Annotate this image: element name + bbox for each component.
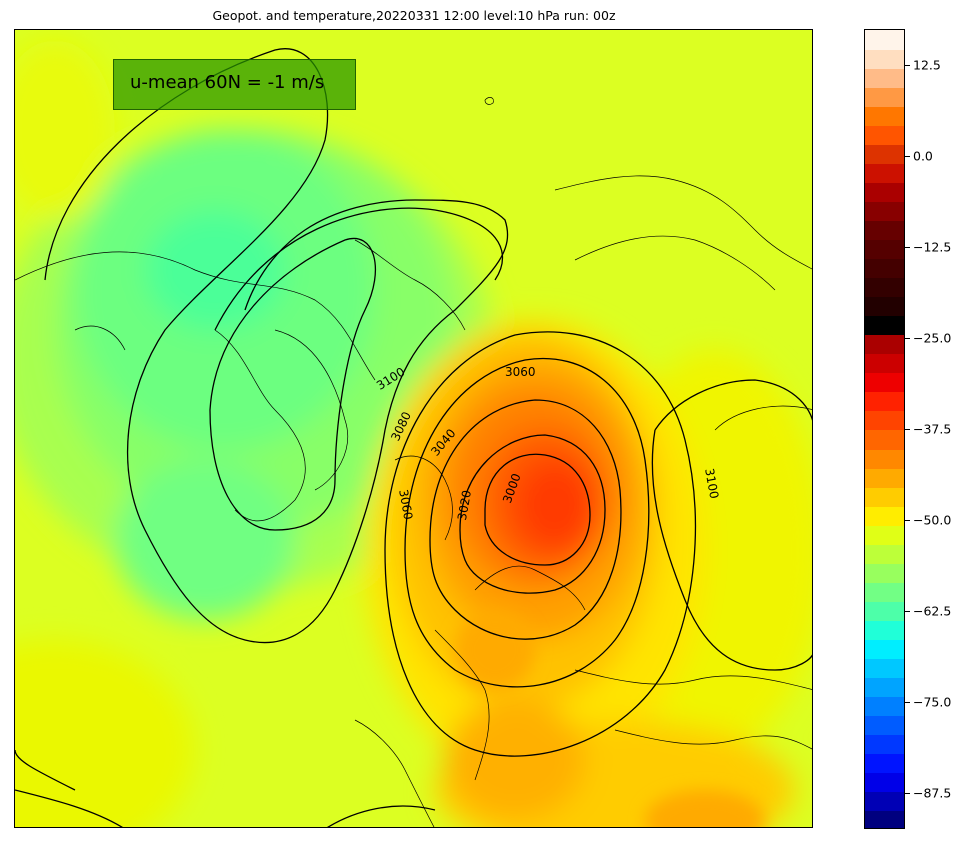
colorbar-segment [865, 791, 904, 812]
colorbar-segment [865, 620, 904, 641]
colorbar-segment [865, 410, 904, 431]
colorbar-segment [865, 334, 904, 355]
colorbar-tick-label: 12.5 [913, 57, 941, 73]
colorbar-segment [865, 639, 904, 660]
colorbar-segment [865, 525, 904, 545]
colorbar-segment [865, 563, 904, 583]
colorbar-segment [865, 772, 904, 793]
colorbar-segment [865, 277, 904, 298]
colorbar-segment [865, 430, 904, 450]
map-plot-area: 3100 3060 3080 3040 3060 3020 3000 3100 [14, 29, 813, 828]
colorbar-segment [865, 810, 904, 828]
colorbar-segment [865, 391, 904, 412]
colorbar-segment [865, 258, 904, 279]
colorbar-tick-label: 0.0 [913, 148, 933, 164]
colorbar-tick-label: −12.5 [913, 239, 952, 255]
colorbar-tick [905, 156, 910, 158]
colorbar-tick [905, 701, 910, 703]
colorbar-tick-label: −62.5 [913, 603, 952, 619]
map-svg: 3100 3060 3080 3040 3060 3020 3000 3100 [15, 30, 812, 827]
colorbar-segment [865, 449, 904, 469]
chart-title: Geopot. and temperature,20220331 12:00 l… [212, 8, 616, 23]
colorbar-segment [865, 87, 904, 107]
colorbar-segment [865, 163, 904, 183]
contour-label: 3100 [702, 467, 721, 500]
colorbar-segment [865, 601, 904, 621]
colorbar-tick [905, 338, 910, 340]
colorbar-tick-label: −87.5 [913, 785, 952, 801]
colorbar-tick [905, 429, 910, 430]
colorbar-tick-label: −75.0 [913, 694, 952, 710]
colorbar-segment [865, 372, 904, 393]
colorbar-segment [865, 696, 904, 717]
colorbar-segment [865, 125, 904, 145]
colorbar-segment [865, 353, 904, 374]
coastlines [15, 97, 812, 827]
colorbar-segment [865, 220, 904, 241]
contour-label: 3020 [455, 489, 474, 522]
temperature-field [15, 40, 812, 827]
colorbar-tick [905, 247, 910, 249]
colorbar-tick-label: −25.0 [913, 330, 952, 346]
colorbar-segment [865, 753, 904, 774]
colorbar-tick-label: −50.0 [913, 512, 952, 528]
colorbar-tick [905, 65, 910, 67]
colorbar-segment [865, 144, 904, 164]
contour-label: 3060 [396, 488, 415, 521]
annotation-text: u-mean 60N = -1 m/s [130, 72, 325, 93]
colorbar-segment [865, 506, 904, 526]
contour-label: 3060 [505, 365, 536, 379]
colorbar-segment [865, 68, 904, 88]
colorbar-tick [905, 610, 910, 612]
colorbar-segment [865, 239, 904, 260]
colorbar-tick-label: −37.5 [913, 421, 952, 437]
colorbar-segment [865, 30, 904, 50]
colorbar-tick [905, 792, 910, 794]
colorbar-segment [865, 106, 904, 126]
colorbar-segment [865, 582, 904, 602]
colorbar-segment [865, 201, 904, 221]
geopotential-contours [15, 48, 812, 827]
colorbar-segment [865, 677, 904, 698]
annotation-box [113, 59, 356, 110]
temperature-field-detail [455, 610, 765, 827]
colorbar-segment [865, 734, 904, 755]
colorbar-segment [865, 296, 904, 317]
colorbar-segment [865, 715, 904, 736]
colorbar [864, 29, 905, 829]
colorbar-segment [865, 315, 904, 336]
colorbar-tick [905, 519, 910, 521]
colorbar-segment [865, 544, 904, 564]
colorbar-segment [865, 49, 904, 69]
colorbar-segment [865, 658, 904, 679]
colorbar-segment [865, 182, 904, 202]
colorbar-segment [865, 468, 904, 488]
colorbar-segment [865, 487, 904, 507]
